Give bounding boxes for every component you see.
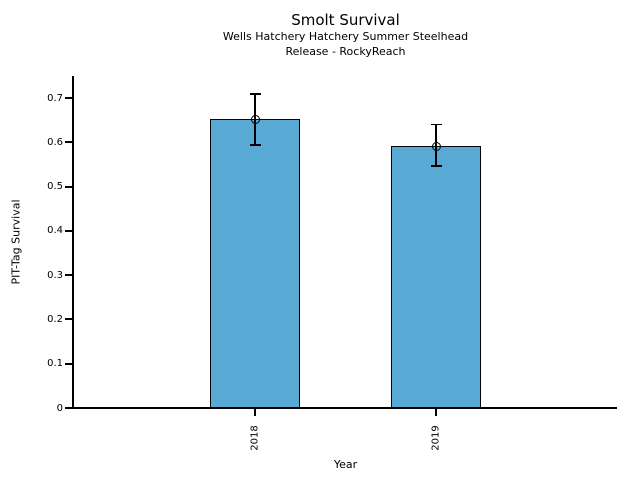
data-point-marker	[431, 141, 441, 151]
y-tick-label: 0.7	[47, 92, 63, 104]
y-tick-label: 0.5	[47, 181, 63, 193]
y-axis-spine	[72, 76, 74, 409]
error-bar-cap-top	[430, 123, 442, 126]
y-tick	[65, 141, 72, 144]
y-tick-label: 0.1	[47, 358, 63, 370]
error-bar-cap-bottom	[430, 165, 442, 167]
y-tick	[65, 229, 72, 232]
y-tick-label: 0	[56, 402, 63, 414]
y-tick	[65, 362, 72, 365]
error-bar-cap-top	[249, 92, 261, 95]
bar	[209, 119, 301, 408]
chart-subtitle-line2: Release - RockyReach	[285, 45, 406, 58]
x-axis-spine	[72, 407, 617, 409]
chart-subtitle-line1: Wells Hatchery Hatchery Summer Steelhead	[222, 30, 469, 43]
y-tick	[65, 274, 72, 277]
x-axis-label: Year	[333, 458, 358, 471]
x-tick-label: 2019	[430, 425, 442, 451]
y-tick	[65, 318, 72, 321]
y-tick-label: 0.6	[47, 136, 63, 148]
chart-title: Smolt Survival	[291, 11, 400, 29]
y-tick	[65, 185, 72, 188]
y-tick-label: 0.2	[47, 313, 63, 325]
x-tick	[254, 409, 256, 416]
y-tick	[65, 407, 72, 409]
bar	[390, 146, 482, 408]
y-tick-label: 0.4	[47, 225, 63, 237]
y-tick-label: 0.3	[47, 269, 63, 281]
x-tick	[435, 409, 437, 416]
error-bar-cap-bottom	[249, 144, 261, 146]
data-point-marker	[250, 114, 260, 124]
y-axis-label: PIT-Tag Survival	[9, 199, 23, 285]
y-tick	[65, 97, 72, 100]
x-tick-label: 2018	[249, 425, 261, 451]
